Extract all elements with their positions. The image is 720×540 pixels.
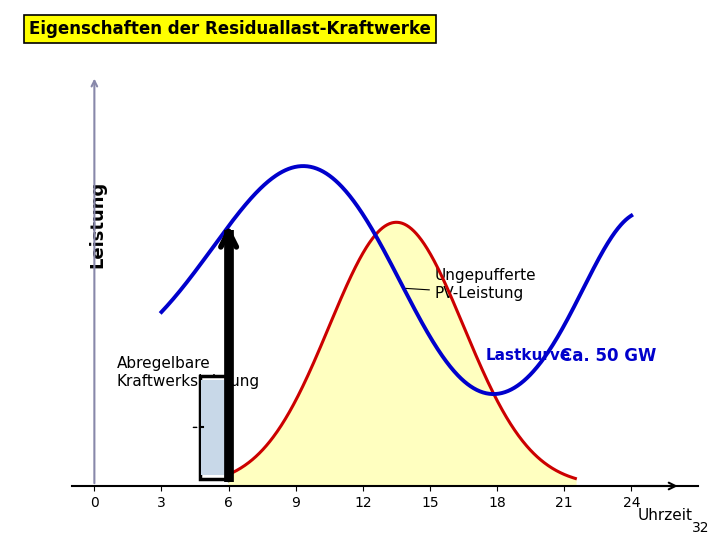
Text: Ca. 50 GW: Ca. 50 GW <box>559 347 656 365</box>
Text: Leistung: Leistung <box>88 181 106 268</box>
Text: Uhrzeit: Uhrzeit <box>637 508 693 523</box>
Bar <box>201 380 226 475</box>
Text: Lastkurve: Lastkurve <box>486 348 571 363</box>
Text: Eigenschaften der Residuallast-Kraftwerke: Eigenschaften der Residuallast-Kraftwerk… <box>29 20 431 38</box>
Text: Ungepufferte
PV-Leistung: Ungepufferte PV-Leistung <box>434 268 536 301</box>
Bar <box>199 376 226 478</box>
Text: 32: 32 <box>692 521 709 535</box>
Text: Abregelbare
Kraftwerksleistung: Abregelbare Kraftwerksleistung <box>117 356 260 389</box>
